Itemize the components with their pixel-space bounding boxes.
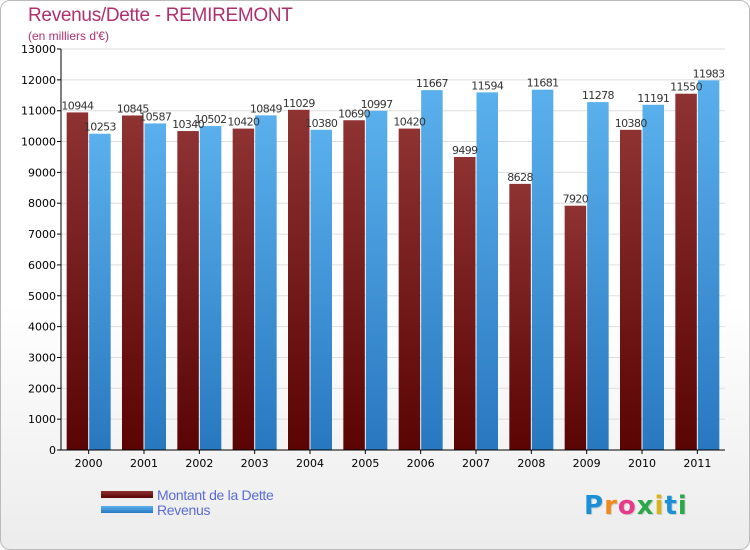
x-tick-label: 2002 — [185, 457, 213, 470]
chart-subtitle: (en milliers d'€) — [28, 29, 109, 43]
debt-bar-value-label: 10944 — [61, 99, 94, 112]
x-tick-label: 2005 — [351, 457, 379, 470]
revenue-bar — [89, 133, 111, 451]
legend-item-debt: Montant de la Dette — [101, 486, 274, 503]
logo-letter: i — [654, 491, 665, 521]
x-tick-label: 2009 — [573, 457, 601, 470]
debt-bar-value-label: 7920 — [563, 193, 589, 206]
y-tick-label: 13000 — [21, 43, 56, 56]
y-tick-label: 8000 — [28, 197, 56, 210]
revenue-bar — [255, 115, 277, 451]
x-tick-label: 2011 — [683, 457, 711, 470]
revenue-bar — [310, 129, 332, 450]
debt-bar-value-label: 8628 — [507, 171, 533, 184]
revenue-bar — [365, 110, 388, 450]
logo-letter: i — [677, 491, 688, 521]
y-tick-label: 12000 — [21, 74, 56, 87]
legend-item-revenue: Revenus — [101, 501, 274, 518]
x-tick-label: 2010 — [628, 457, 656, 470]
legend-label-debt: Montant de la Dette — [157, 486, 274, 503]
revenue-bar-value-label: 11667 — [416, 77, 449, 90]
revenue-bar — [421, 90, 443, 450]
revenue-bar-value-label: 10587 — [139, 110, 172, 123]
revenue-bar-value-label: 11594 — [471, 79, 504, 92]
grid-layer — [61, 48, 725, 451]
y-tick-label: 11000 — [21, 105, 56, 118]
revenue-bar-value-label: 11191 — [637, 92, 669, 105]
revenue-bar-value-label: 11983 — [693, 67, 726, 80]
debt-bar — [122, 115, 144, 451]
revenue-bar — [476, 92, 498, 450]
proxiti-logo: Proxiti — [584, 491, 688, 521]
revenue-bar — [642, 104, 664, 450]
y-tick-label: 7000 — [28, 228, 56, 241]
logo-letter: r — [604, 491, 618, 521]
legend: Montant de la Dette Revenus — [101, 486, 274, 518]
x-tick-label: 2000 — [75, 457, 103, 470]
revenue-bar-value-label: 10502 — [195, 113, 227, 126]
debt-bar-value-label: 10420 — [227, 116, 260, 129]
y-tick-label: 6000 — [28, 259, 56, 272]
debt-bar — [343, 120, 365, 451]
debt-bar-value-label: 10690 — [338, 107, 371, 120]
debt-bar-value-label: 10845 — [117, 102, 150, 115]
y-tick-label: 4000 — [28, 321, 56, 334]
revenue-bar-value-label: 10253 — [84, 121, 117, 134]
debt-bar — [398, 128, 421, 450]
debt-bar-value-label: 11029 — [283, 97, 316, 110]
debt-bar — [288, 109, 310, 451]
revenue-bar — [531, 89, 554, 451]
logo-letter: o — [617, 491, 637, 521]
y-tick-label: 3000 — [28, 351, 56, 364]
debt-bar-value-label: 10380 — [615, 117, 648, 130]
debt-bar — [454, 156, 476, 451]
axis-layer: 0 1000 2000 3000 4000 5000 6000 7000 8000 9000 100… — [21, 43, 725, 470]
y-tick-label: 1000 — [28, 413, 56, 426]
chart-title: Revenus/Dette - REMIREMONT — [28, 5, 293, 26]
revenue-bar-value-label: 10380 — [305, 117, 338, 130]
revenue-bar — [587, 102, 609, 451]
revenue-bar — [199, 126, 222, 450]
x-tick-label: 2006 — [407, 457, 435, 470]
debt-bar — [509, 183, 531, 451]
y-tick-label: 0 — [49, 444, 56, 457]
x-tick-label: 2004 — [296, 457, 324, 470]
legend-label-revenue: Revenus — [157, 501, 211, 518]
legend-swatch-revenue — [101, 506, 153, 513]
debt-bar — [675, 93, 697, 450]
revenue-bar — [144, 123, 166, 451]
debt-bar-value-label: 10340 — [172, 118, 205, 131]
revenue-bar-value-label: 10997 — [361, 98, 394, 111]
logo-letter: P — [584, 491, 605, 521]
x-tick-label: 2008 — [517, 457, 545, 470]
x-tick-label: 2007 — [462, 457, 490, 470]
x-tick-label: 2001 — [130, 457, 158, 470]
legend-swatch-debt — [101, 491, 153, 498]
debt-bar-value-label: 10420 — [393, 116, 426, 129]
debt-bar — [232, 128, 255, 450]
debt-bar — [177, 131, 199, 450]
revenue-bar-value-label: 11278 — [582, 89, 615, 102]
logo-letter: x — [636, 491, 655, 521]
y-tick-label: 10000 — [21, 136, 56, 149]
revenue-bar-value-label: 11681 — [527, 77, 559, 90]
revenue-bar — [697, 80, 720, 450]
y-tick-label: 2000 — [28, 382, 56, 395]
debt-bar — [66, 112, 89, 451]
logo-letter: t — [664, 491, 678, 521]
bars-layer — [66, 80, 720, 451]
revenue-bar-value-label: 10849 — [250, 102, 283, 115]
debt-bar-value-label: 11550 — [670, 81, 703, 94]
y-tick-label: 9000 — [28, 166, 56, 179]
debt-bar — [620, 129, 642, 450]
debt-bar-value-label: 9499 — [452, 144, 478, 157]
debt-bar — [564, 205, 587, 450]
y-tick-label: 5000 — [28, 290, 56, 303]
x-tick-label: 2003 — [241, 457, 269, 470]
